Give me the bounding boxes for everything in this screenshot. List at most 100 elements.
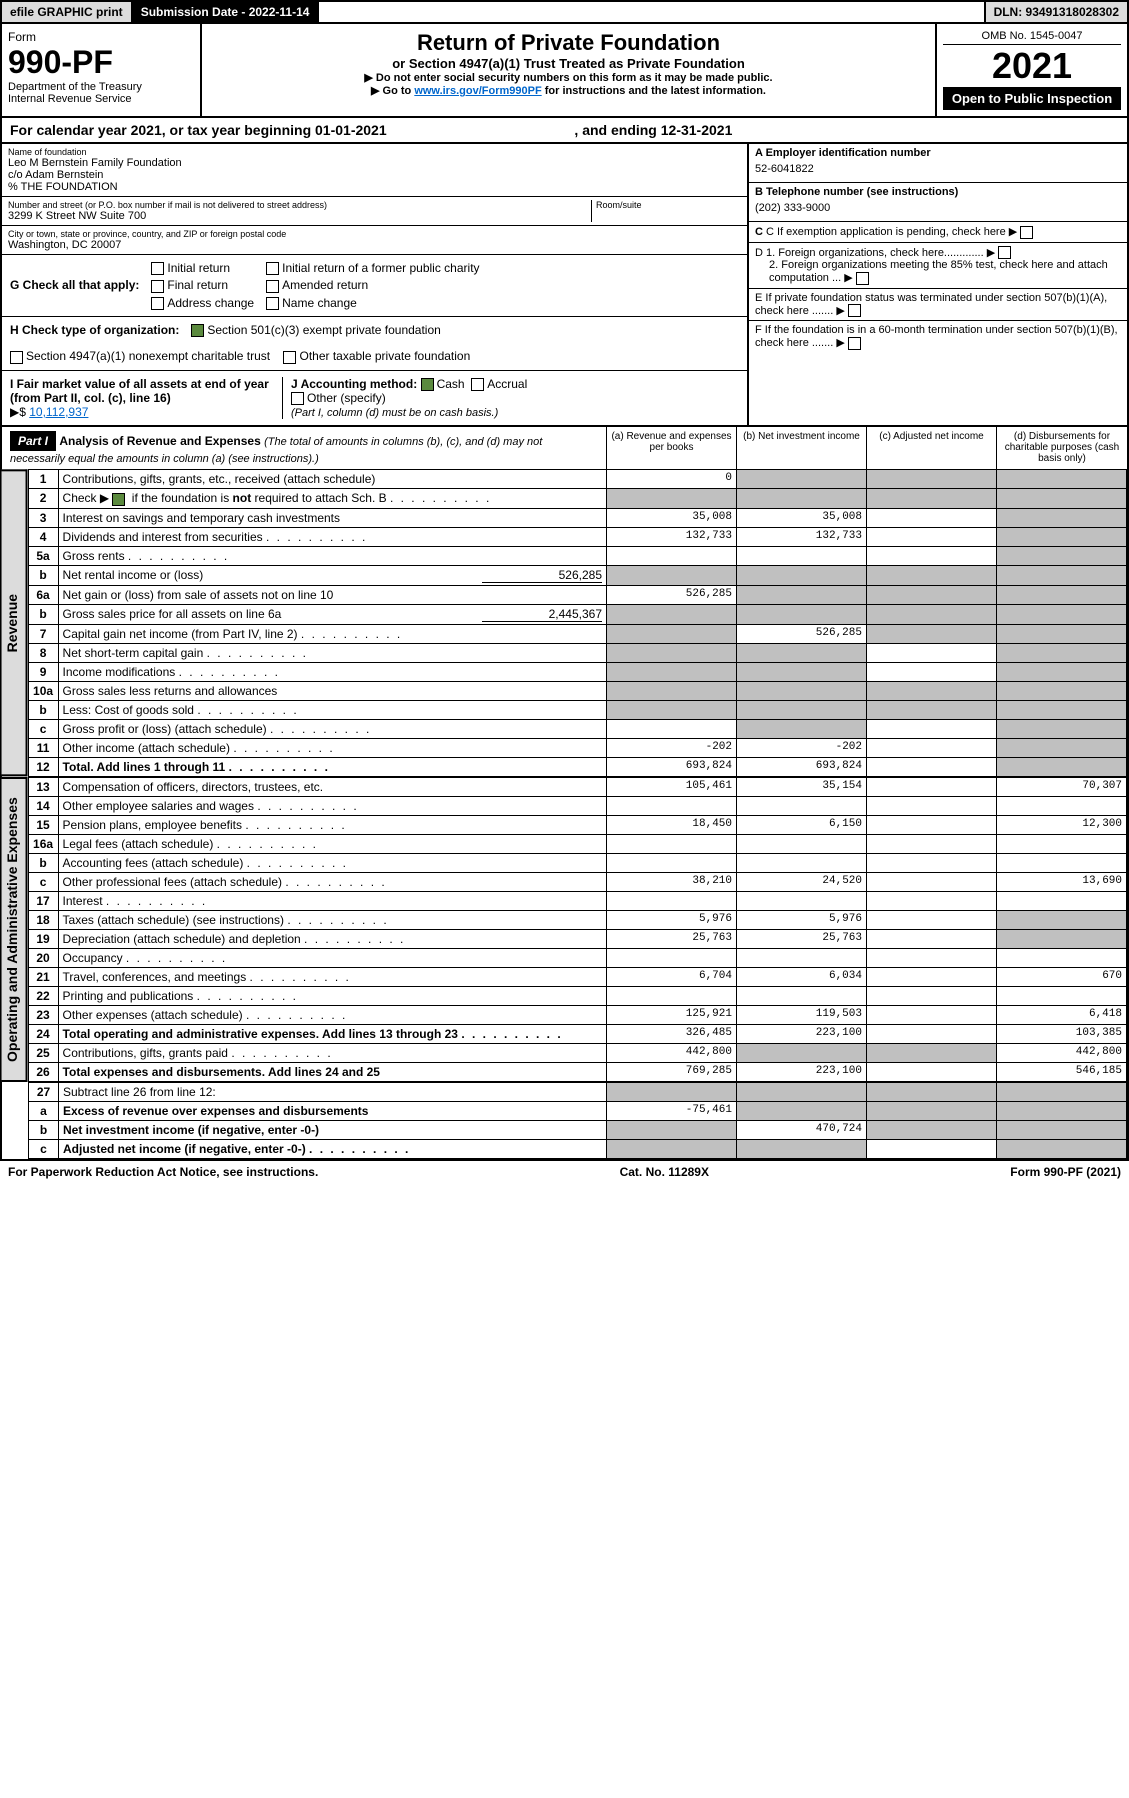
- v-18b: 5,976: [737, 910, 867, 929]
- d-8: Net short-term capital gain: [63, 646, 204, 660]
- ln-3: 3: [28, 508, 58, 527]
- v-7b: 526,285: [737, 624, 867, 643]
- ln-6a: 6a: [28, 585, 58, 604]
- d-27: Subtract line 26 from line 12:: [59, 1082, 607, 1101]
- d-12: Total. Add lines 1 through 11: [63, 760, 226, 774]
- ln-23: 23: [28, 1005, 58, 1024]
- d-9: Income modifications: [63, 665, 176, 679]
- v-27a: -75,461: [607, 1101, 737, 1120]
- v-13d: 70,307: [997, 777, 1127, 796]
- cb-initial[interactable]: [151, 262, 164, 275]
- cb-schb[interactable]: [112, 493, 125, 506]
- city-state-zip: Washington, DC 20007: [8, 239, 741, 251]
- d-21: Travel, conferences, and meetings: [63, 970, 247, 984]
- form-ref: Form 990-PF (2021): [1010, 1165, 1121, 1179]
- d2-label: 2. Foreign organizations meeting the 85%…: [769, 259, 1108, 284]
- cb-cash[interactable]: [421, 378, 434, 391]
- open-public-label: Open to Public Inspection: [943, 87, 1121, 110]
- ln-26: 26: [28, 1062, 58, 1081]
- v-5b-inline: 526,285: [482, 568, 602, 583]
- cb-c[interactable]: [1020, 226, 1033, 239]
- j-note: (Part I, column (d) must be on cash basi…: [291, 407, 498, 419]
- form-number: 990-PF: [8, 44, 194, 81]
- d-1: Contributions, gifts, grants, etc., rece…: [58, 470, 606, 489]
- h-o1: Section 501(c)(3) exempt private foundat…: [207, 323, 440, 337]
- phone-value: (202) 333-9000: [755, 198, 1121, 218]
- v-23a: 125,921: [607, 1005, 737, 1024]
- v-19a: 25,763: [607, 929, 737, 948]
- addr-label: Number and street (or P.O. box number if…: [8, 200, 591, 210]
- care-of: c/o Adam Bernstein: [8, 169, 741, 181]
- v-27b: 470,724: [737, 1120, 867, 1139]
- v-25a: 442,800: [607, 1043, 737, 1062]
- ln-15: 15: [28, 815, 58, 834]
- cb-d1[interactable]: [998, 246, 1011, 259]
- ln-27: 27: [29, 1082, 59, 1101]
- v-1a: 0: [607, 470, 737, 489]
- i-fmv-value[interactable]: 10,112,937: [29, 405, 88, 419]
- v-21a: 6,704: [607, 967, 737, 986]
- d-6b: Gross sales price for all assets on line…: [63, 607, 282, 621]
- ln-10b: b: [28, 700, 58, 719]
- cb-amended[interactable]: [266, 280, 279, 293]
- cb-f[interactable]: [848, 337, 861, 350]
- col-c-hdr: (c) Adjusted net income: [867, 427, 997, 469]
- ln-4: 4: [28, 527, 58, 546]
- v-12a: 693,824: [607, 757, 737, 776]
- v-11b: -202: [737, 738, 867, 757]
- cb-name-change[interactable]: [266, 297, 279, 310]
- v-15b: 6,150: [737, 815, 867, 834]
- v-26b: 223,100: [737, 1062, 867, 1081]
- v-13a: 105,461: [607, 777, 737, 796]
- ln-10c: c: [28, 719, 58, 738]
- d-27b: Net investment income (if negative, ente…: [59, 1120, 607, 1139]
- d-10c: Gross profit or (loss) (attach schedule): [63, 722, 267, 736]
- v-18a: 5,976: [607, 910, 737, 929]
- calendar-year-row: For calendar year 2021, or tax year begi…: [0, 118, 1129, 144]
- d-17: Interest: [63, 894, 103, 908]
- h-o2: Section 4947(a)(1) nonexempt charitable …: [26, 349, 270, 363]
- g-o3: Final return: [167, 278, 228, 292]
- ij-row: I Fair market value of all assets at end…: [2, 371, 747, 426]
- cb-initial-former[interactable]: [266, 262, 279, 275]
- cb-address[interactable]: [151, 297, 164, 310]
- top-bar: efile GRAPHIC print Submission Date - 20…: [0, 0, 1129, 24]
- ln-27b: b: [29, 1120, 59, 1139]
- cb-final[interactable]: [151, 280, 164, 293]
- g-o6: Name change: [282, 296, 357, 310]
- calyear-begin: For calendar year 2021, or tax year begi…: [10, 122, 387, 138]
- ln-14: 14: [28, 796, 58, 815]
- v-15d: 12,300: [997, 815, 1127, 834]
- form-word: Form: [8, 30, 194, 44]
- d-16c: Other professional fees (attach schedule…: [63, 875, 282, 889]
- city-label: City or town, state or province, country…: [8, 229, 741, 239]
- v-21d: 670: [997, 967, 1127, 986]
- i-label: I Fair market value of all assets at end…: [10, 377, 269, 405]
- d-26: Total expenses and disbursements. Add li…: [58, 1062, 606, 1081]
- cb-accrual[interactable]: [471, 378, 484, 391]
- ln-5b: b: [28, 565, 58, 585]
- d-4: Dividends and interest from securities: [63, 530, 263, 544]
- v-26a: 769,285: [607, 1062, 737, 1081]
- ln-11: 11: [28, 738, 58, 757]
- foundation-name: Leo M Bernstein Family Foundation: [8, 157, 741, 169]
- v-26d: 546,185: [997, 1062, 1127, 1081]
- v-4b: 132,733: [737, 527, 867, 546]
- cb-501c3[interactable]: [191, 324, 204, 337]
- ln-27c: c: [29, 1139, 59, 1158]
- form-url-link[interactable]: www.irs.gov/Form990PF: [414, 85, 541, 97]
- cb-d2[interactable]: [856, 272, 869, 285]
- cb-other-method[interactable]: [291, 392, 304, 405]
- d-22: Printing and publications: [63, 989, 194, 1003]
- v-25d: 442,800: [997, 1043, 1127, 1062]
- v-23d: 6,418: [997, 1005, 1127, 1024]
- cb-e[interactable]: [848, 304, 861, 317]
- cb-other-tax[interactable]: [283, 351, 296, 364]
- ln-13: 13: [28, 777, 58, 796]
- ln-17: 17: [28, 891, 58, 910]
- entity-info: Name of foundation Leo M Bernstein Famil…: [0, 144, 1129, 427]
- cb-4947[interactable]: [10, 351, 23, 364]
- instr-2: ▶ Go to www.irs.gov/Form990PF for instru…: [208, 84, 929, 97]
- net-table: 27Subtract line 26 from line 12: aExcess…: [28, 1082, 1127, 1159]
- d-7: Capital gain net income (from Part IV, l…: [63, 627, 298, 641]
